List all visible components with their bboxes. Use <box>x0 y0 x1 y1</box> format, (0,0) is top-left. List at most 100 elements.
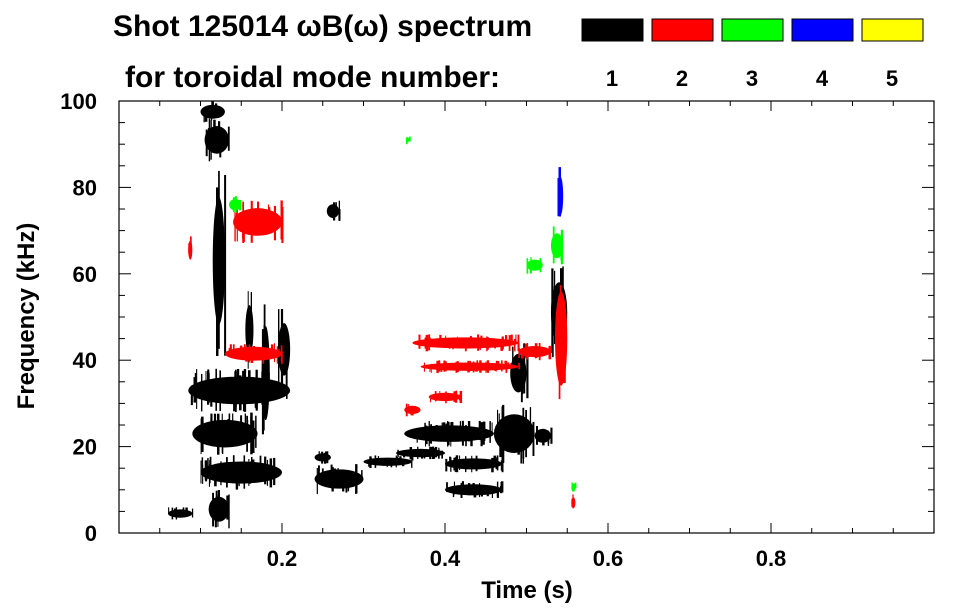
mode-1-streak <box>517 426 520 455</box>
mode-1-streak <box>205 371 207 388</box>
mode-2-blob-5 <box>420 360 520 374</box>
mode-2-streak <box>248 346 251 356</box>
mode-1-streak <box>335 202 337 210</box>
mode-1-streak <box>226 495 229 520</box>
mode-1-streak <box>384 459 386 466</box>
mode-1-streak <box>479 483 481 498</box>
mode-2-streak <box>528 350 530 357</box>
mode-1-streak <box>423 452 426 459</box>
mode-1-streak <box>200 460 202 484</box>
mode-4-streak <box>558 167 561 217</box>
mode-1-streak <box>435 425 438 435</box>
mode-1-streak <box>201 374 203 412</box>
mode-2-streak <box>445 391 447 404</box>
mode-1-streak <box>242 370 245 398</box>
mode-3-streak <box>526 259 529 274</box>
mode-2-streak <box>270 344 274 358</box>
mode-1-streak <box>259 455 262 475</box>
mode-1-streak <box>191 508 194 518</box>
mode-1-streak <box>496 455 499 471</box>
mode-1-streak <box>238 468 240 487</box>
spectrum-data <box>167 101 577 529</box>
mode-1-streak <box>513 419 516 446</box>
mode-1-streak <box>247 291 249 369</box>
mode-3-blob-5 <box>405 136 411 145</box>
mode-3-streak <box>239 199 242 211</box>
mode-1-streak <box>451 422 454 435</box>
mode-1-streak <box>240 415 243 445</box>
mode-1-blob-12 <box>314 464 364 495</box>
mode-2-streak <box>232 344 235 355</box>
mode-1-streak <box>520 358 523 403</box>
x-axis-label: Time (s) <box>481 577 573 604</box>
mode-1-streak <box>491 489 493 498</box>
mode-2-blob-4 <box>412 334 520 352</box>
mode-1-streak <box>472 483 475 490</box>
mode-1-streak <box>216 187 219 356</box>
mode-1-streak <box>465 425 467 447</box>
mode-2-streak <box>418 334 421 349</box>
mode-1-streak <box>219 131 222 158</box>
mode-1-streak <box>403 450 406 458</box>
mode-1-streak <box>246 328 249 357</box>
mode-2-streak <box>280 345 283 362</box>
mode-1-streak <box>460 488 462 497</box>
mode-1-streak <box>173 508 176 517</box>
mode-1-streak <box>522 407 525 459</box>
mode-1-streak <box>450 457 452 472</box>
mode-2-streak <box>253 346 255 359</box>
mode-3-streak <box>539 257 542 273</box>
x-tick-label: 0.4 <box>430 546 461 571</box>
mode-1-streak <box>474 488 477 498</box>
mode-1-streak <box>237 369 240 396</box>
mode-3-blob-4 <box>571 482 577 492</box>
mode-1-streak <box>452 486 455 498</box>
mode-1-streak <box>224 175 227 356</box>
mode-1-streak <box>428 421 430 447</box>
mode-1-streak <box>239 382 242 411</box>
mode-1-streak <box>228 494 230 529</box>
mode-1-streak <box>204 113 208 122</box>
mode-1-streak <box>369 457 372 465</box>
mode-2-streak <box>261 212 263 232</box>
mode-1-streak <box>489 421 491 443</box>
mode-1-streak <box>324 452 327 464</box>
mode-1-streak <box>219 370 221 411</box>
mode-2-streak <box>479 341 481 350</box>
y-tick-label: 0 <box>85 521 97 546</box>
mode-1-streak <box>227 126 230 151</box>
mode-2-streak <box>268 204 269 232</box>
mode-1-streak <box>438 449 440 459</box>
mode-1-blob-13 <box>314 451 331 464</box>
mode-2-blob-6 <box>518 343 552 361</box>
mode-3-streak <box>560 236 563 251</box>
legend-swatch-5 <box>861 18 924 42</box>
mode-2-streak <box>429 366 431 372</box>
mode-2-streak <box>524 343 528 359</box>
mode-1-streak <box>417 446 419 459</box>
mode-1-blob-5 <box>192 412 258 455</box>
mode-3-streak <box>232 197 235 213</box>
mode-1-streak <box>497 409 499 436</box>
mode-2-streak <box>513 338 516 351</box>
mode-2-streak <box>245 346 248 362</box>
mode-1-streak <box>318 465 320 480</box>
mode-2-streak <box>280 200 283 240</box>
mode-1-streak <box>266 459 268 486</box>
mode-1-streak <box>416 429 418 443</box>
mode-1-streak <box>420 448 423 457</box>
mode-1-streak <box>210 380 213 407</box>
mode-2-streak <box>234 220 236 242</box>
mode-1-streak <box>425 425 428 445</box>
mode-1-streak <box>171 507 174 520</box>
mode-2-streak <box>428 334 431 351</box>
chart-title-line2: for toroidal mode number: <box>125 61 500 94</box>
mode-1-blob-core <box>277 323 291 376</box>
mode-1-streak <box>193 377 197 403</box>
mode-1-streak <box>211 101 214 117</box>
mode-1-streak <box>453 481 455 495</box>
mode-2-streak <box>444 361 447 372</box>
mode-2-streak <box>429 337 431 346</box>
mode-2-streak <box>408 404 410 412</box>
mode-1-streak <box>269 458 273 488</box>
